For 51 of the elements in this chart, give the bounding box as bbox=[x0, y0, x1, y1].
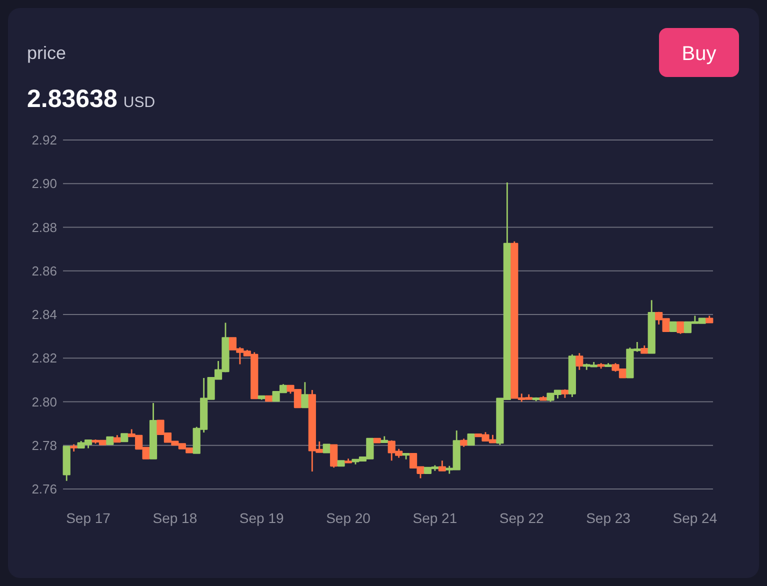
text: Buy bbox=[682, 43, 716, 65]
candlestick bbox=[532, 396, 540, 402]
y-tick-label: 2.78 bbox=[32, 438, 57, 453]
candlestick bbox=[330, 444, 338, 468]
candlestick bbox=[373, 438, 381, 444]
candlestick bbox=[149, 402, 158, 460]
x-tick-label: Sep 20 bbox=[326, 510, 371, 526]
candlestick bbox=[640, 344, 648, 354]
candlestick bbox=[576, 352, 584, 371]
candlestick bbox=[460, 438, 468, 448]
x-tick-label: Sep 17 bbox=[66, 510, 111, 526]
y-tick-label: 2.86 bbox=[32, 263, 57, 278]
candlestick bbox=[265, 395, 273, 402]
x-tick-label: Sep 22 bbox=[499, 510, 544, 526]
candlestick bbox=[669, 321, 678, 332]
x-tick-label: Sep 24 bbox=[672, 510, 718, 526]
candlestick bbox=[402, 452, 410, 460]
y-tick-label: 2.90 bbox=[32, 176, 57, 192]
candlestick bbox=[258, 395, 266, 400]
x-tick-label: Sep 23 bbox=[586, 510, 631, 526]
candlestick bbox=[301, 381, 309, 408]
chart-subtitle: 2.83638 USD bbox=[27, 85, 156, 113]
candlestick bbox=[438, 460, 446, 472]
candlestick bbox=[70, 444, 78, 452]
candlestick bbox=[344, 458, 352, 464]
x-tick-label: Sep 21 bbox=[412, 510, 458, 526]
candlestick bbox=[568, 354, 576, 398]
candlestick bbox=[706, 315, 714, 324]
candlestick bbox=[380, 436, 388, 444]
candlestick bbox=[106, 436, 114, 445]
y-tick-label: 2.76 bbox=[32, 482, 57, 497]
candlestick bbox=[337, 460, 345, 467]
y-tick-label: 2.80 bbox=[32, 394, 57, 410]
y-tick-label: 2.84 bbox=[32, 307, 57, 322]
x-tick-label: Sep 19 bbox=[239, 510, 284, 526]
candlestick bbox=[120, 433, 128, 442]
candlestick bbox=[62, 446, 70, 482]
y-tick-label: 2.92 bbox=[32, 132, 57, 148]
candlestick bbox=[561, 388, 569, 399]
y-tick-label: 2.82 bbox=[32, 350, 57, 366]
y-tick-label: 2.88 bbox=[32, 220, 57, 235]
x-tick-label: Sep 18 bbox=[152, 510, 198, 526]
candlestick bbox=[676, 321, 684, 335]
candlestick bbox=[604, 362, 612, 368]
candlestick bbox=[322, 444, 330, 454]
candlestick bbox=[113, 434, 121, 443]
candlestick bbox=[648, 299, 656, 354]
chart-title: price bbox=[27, 43, 66, 63]
candlestick bbox=[539, 395, 548, 401]
candlestick bbox=[467, 434, 475, 446]
candlestick bbox=[597, 362, 605, 370]
